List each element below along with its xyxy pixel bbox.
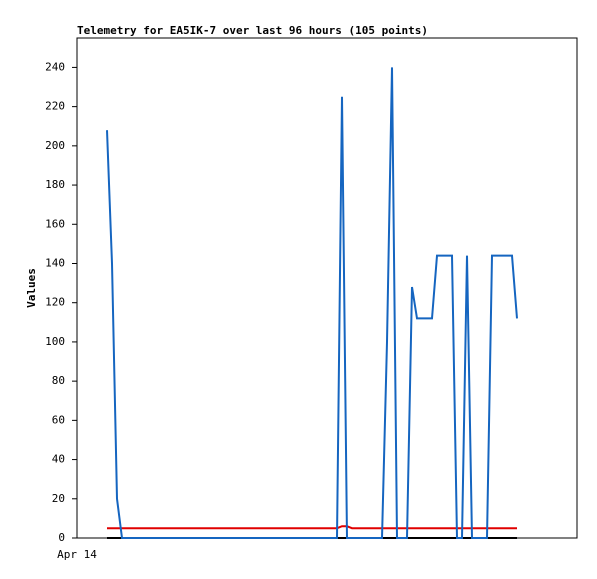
x-tick-label: Apr 14 — [57, 548, 97, 561]
chart-title: Telemetry for EA5IK-7 over last 96 hours… — [77, 24, 428, 37]
y-tick-label: 60 — [52, 413, 65, 426]
y-tick-label: 100 — [45, 335, 65, 348]
y-tick-label: 120 — [45, 296, 65, 309]
y-tick-label: 200 — [45, 139, 65, 152]
y-axis-label: Values — [25, 268, 38, 308]
y-tick-label: 80 — [52, 374, 65, 387]
series-line — [107, 525, 517, 530]
series-line — [106, 67, 518, 539]
y-tick-label: 40 — [52, 453, 65, 466]
y-tick-label: 140 — [45, 256, 65, 269]
y-tick-label: 220 — [45, 100, 65, 113]
y-tick-label: 20 — [52, 492, 65, 505]
y-tick-label: 0 — [58, 531, 65, 544]
y-tick-label: 160 — [45, 217, 65, 230]
y-tick-label: 240 — [45, 60, 65, 73]
y-tick-label: 180 — [45, 178, 65, 191]
